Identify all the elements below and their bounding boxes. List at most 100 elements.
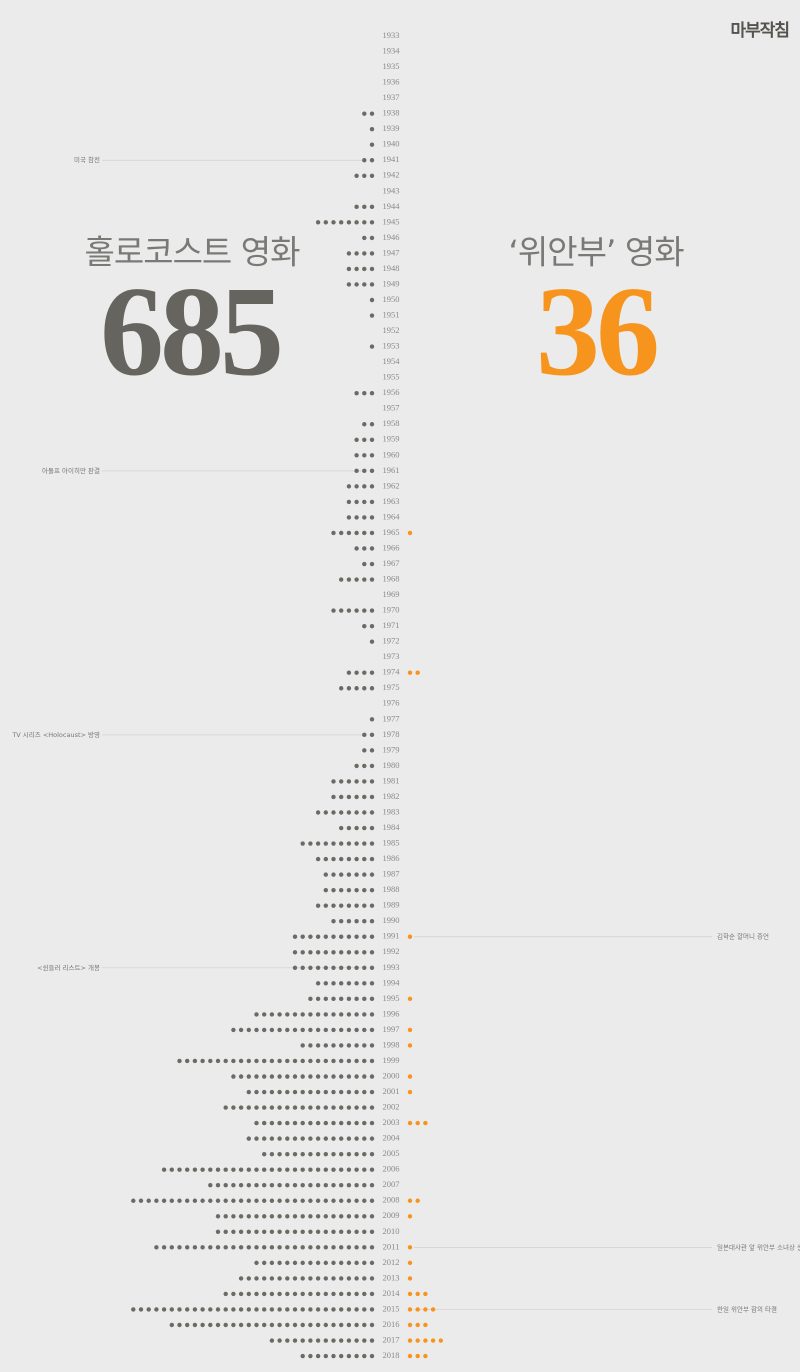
dot <box>346 794 352 800</box>
dot <box>277 1074 282 1079</box>
dot <box>200 1245 205 1250</box>
dot <box>369 1214 375 1219</box>
dot <box>315 1214 321 1219</box>
dot <box>285 1089 290 1095</box>
dot <box>331 1214 336 1219</box>
dot <box>285 1338 290 1343</box>
dot <box>339 1027 344 1033</box>
year-label: 2014 <box>383 1288 401 1298</box>
dot <box>169 1198 174 1203</box>
dot <box>269 1183 275 1188</box>
dot <box>300 1307 305 1312</box>
dot <box>362 453 367 458</box>
dot <box>407 1120 413 1126</box>
year-label: 1959 <box>383 434 400 444</box>
year-label: 1936 <box>383 77 400 87</box>
dot <box>315 1151 321 1157</box>
dot <box>277 1260 282 1266</box>
dot <box>354 763 359 769</box>
dot <box>339 1105 344 1110</box>
dot <box>315 1260 321 1266</box>
year-label: 1949 <box>383 278 400 288</box>
dot <box>369 142 375 147</box>
dot <box>346 1105 352 1110</box>
dot <box>354 1353 359 1359</box>
dot <box>231 1183 236 1188</box>
dot <box>369 344 375 349</box>
dot-group <box>407 1089 413 1095</box>
dot <box>315 1338 321 1343</box>
dot <box>246 1322 251 1328</box>
dot <box>415 1353 420 1359</box>
dot-group <box>362 748 375 753</box>
dot <box>362 856 367 862</box>
dot <box>246 1183 251 1188</box>
dot-group <box>323 872 375 877</box>
dot <box>254 1074 259 1079</box>
dot-group <box>339 577 375 582</box>
dot <box>369 1338 375 1343</box>
dot <box>346 1012 352 1017</box>
dot <box>215 1183 221 1188</box>
dot <box>339 686 344 691</box>
dot <box>215 1058 221 1064</box>
dot-group <box>315 856 375 862</box>
dot <box>331 779 336 784</box>
dot-group <box>407 670 420 675</box>
year-label: 1938 <box>383 108 400 118</box>
dot <box>362 1276 367 1281</box>
dot <box>354 515 359 520</box>
year-label: 1980 <box>383 760 400 770</box>
dot <box>346 856 352 862</box>
dot <box>354 686 359 691</box>
dot <box>362 748 367 753</box>
dot <box>354 1105 359 1110</box>
dot <box>362 1291 367 1297</box>
annotation: 한일 위안부 합의 타결 <box>717 1304 777 1313</box>
dot <box>315 1074 321 1079</box>
dot <box>292 1120 298 1126</box>
dot <box>362 1229 367 1235</box>
dot-group <box>262 1151 375 1157</box>
dot <box>339 1276 344 1281</box>
dot <box>369 204 375 210</box>
dot <box>285 1214 290 1219</box>
dot <box>215 1214 221 1219</box>
dot <box>308 1151 313 1157</box>
dot <box>269 1260 275 1266</box>
dot <box>154 1307 159 1312</box>
dot-group <box>215 1229 375 1235</box>
dot <box>346 1183 352 1188</box>
dot <box>339 794 344 800</box>
dot <box>354 484 359 489</box>
dot <box>315 1058 321 1064</box>
dot <box>331 1043 336 1048</box>
dot <box>346 1089 352 1095</box>
dot <box>300 1353 305 1359</box>
dot <box>300 1229 305 1235</box>
dot <box>415 1120 420 1126</box>
dot <box>292 1229 298 1235</box>
year-label: 1945 <box>383 216 400 226</box>
dot <box>331 1167 336 1172</box>
dot <box>407 996 413 1002</box>
dot <box>407 1338 413 1343</box>
dot <box>339 887 344 893</box>
dot <box>423 1353 428 1359</box>
dot <box>346 686 352 691</box>
year-label: 2009 <box>383 1210 400 1220</box>
dot <box>354 390 359 396</box>
dot <box>339 981 344 986</box>
dot <box>346 965 352 970</box>
dot <box>331 530 336 536</box>
dot <box>369 1322 375 1328</box>
dot <box>161 1307 167 1312</box>
dot <box>362 422 367 427</box>
dot <box>354 453 359 458</box>
year-label: 1979 <box>383 744 400 754</box>
dot <box>354 546 359 551</box>
dot <box>354 1151 359 1157</box>
dot-group <box>292 934 375 939</box>
dot <box>292 1198 298 1203</box>
dot-group <box>354 390 375 396</box>
